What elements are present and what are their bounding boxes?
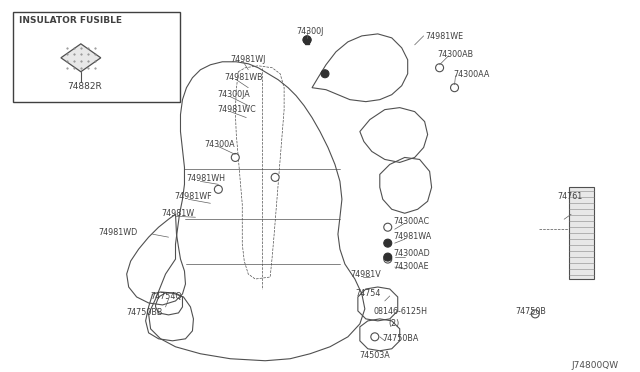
Text: (2): (2) bbox=[388, 319, 400, 328]
Circle shape bbox=[321, 70, 329, 78]
Circle shape bbox=[384, 223, 392, 231]
Text: 74761: 74761 bbox=[557, 192, 582, 201]
Text: 74300AC: 74300AC bbox=[394, 217, 430, 226]
Text: 74300AE: 74300AE bbox=[394, 262, 429, 271]
Circle shape bbox=[384, 255, 392, 263]
Text: 74981WB: 74981WB bbox=[225, 73, 263, 82]
Circle shape bbox=[531, 310, 540, 318]
Circle shape bbox=[384, 253, 392, 261]
Text: 74300AA: 74300AA bbox=[454, 70, 490, 79]
Text: 74300AD: 74300AD bbox=[394, 249, 431, 258]
Text: 74882R: 74882R bbox=[67, 82, 102, 91]
Text: 74981WC: 74981WC bbox=[218, 105, 256, 113]
Text: 74300J: 74300J bbox=[296, 27, 323, 36]
Polygon shape bbox=[61, 44, 100, 72]
Text: 74981WH: 74981WH bbox=[186, 174, 225, 183]
Circle shape bbox=[271, 173, 279, 182]
Circle shape bbox=[231, 154, 239, 161]
Circle shape bbox=[371, 333, 379, 341]
Text: INSULATOR FUSIBLE: INSULATOR FUSIBLE bbox=[19, 16, 122, 25]
Text: 74300A: 74300A bbox=[204, 140, 235, 148]
Text: 74750BB: 74750BB bbox=[127, 308, 163, 317]
Text: 74981W: 74981W bbox=[161, 209, 195, 218]
Text: 74754Q: 74754Q bbox=[150, 292, 182, 301]
Text: 74503A: 74503A bbox=[360, 351, 390, 360]
Text: 74750BA: 74750BA bbox=[383, 334, 419, 343]
Text: 74750B: 74750B bbox=[515, 307, 546, 316]
Polygon shape bbox=[569, 187, 594, 279]
Bar bbox=[305, 40, 309, 44]
Circle shape bbox=[384, 239, 392, 247]
Circle shape bbox=[303, 36, 311, 44]
Text: 74300JA: 74300JA bbox=[218, 90, 250, 99]
Text: J74800QW: J74800QW bbox=[571, 361, 618, 370]
Text: 74981WF: 74981WF bbox=[175, 192, 212, 201]
Circle shape bbox=[214, 185, 222, 193]
Circle shape bbox=[451, 84, 458, 92]
FancyBboxPatch shape bbox=[13, 12, 180, 102]
Text: 74754: 74754 bbox=[356, 289, 381, 298]
Text: 74300AB: 74300AB bbox=[438, 50, 474, 59]
Circle shape bbox=[436, 64, 444, 72]
Text: 74981WD: 74981WD bbox=[99, 228, 138, 237]
Text: 74981V: 74981V bbox=[350, 270, 381, 279]
Circle shape bbox=[303, 36, 311, 44]
Text: 74981WA: 74981WA bbox=[394, 232, 432, 241]
Text: 74981WE: 74981WE bbox=[426, 32, 464, 41]
Text: 08146-6125H: 08146-6125H bbox=[374, 307, 428, 316]
Text: 74981WJ: 74981WJ bbox=[230, 55, 266, 64]
